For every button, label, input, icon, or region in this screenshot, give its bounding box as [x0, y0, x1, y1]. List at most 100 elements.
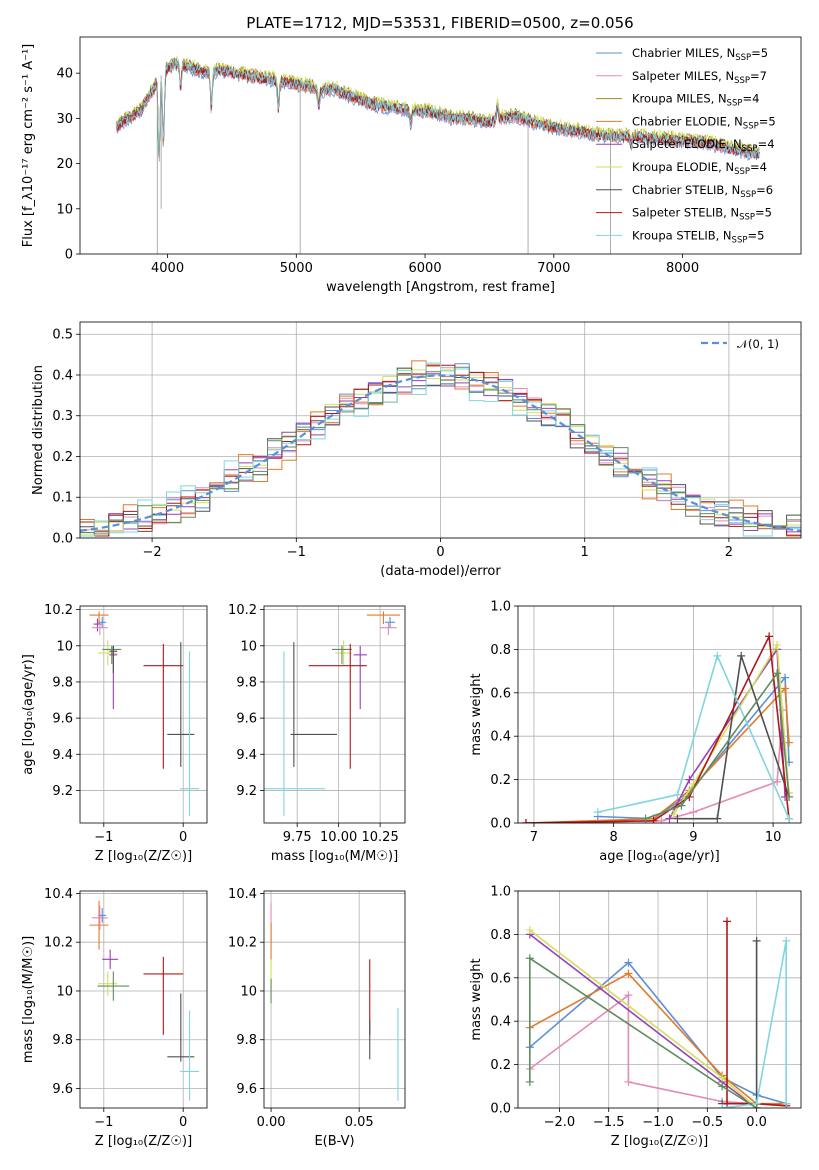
weight-line	[672, 642, 790, 815]
legend-entry: Chabrier ELODIE, NSSP=5	[632, 114, 776, 131]
y-tick-label: 9.6	[236, 1082, 257, 1097]
legend-subscript: SSP	[727, 99, 743, 109]
legend-text: Salpeter ELODIE, N	[632, 137, 742, 151]
panel-spectrum: 4000 5000 6000 7000 8000 0 10 20 30 40 wavelength …	[21, 36, 802, 295]
legend-text-end: =5	[755, 206, 772, 220]
legend-text: Salpeter MILES, N	[632, 69, 734, 83]
x-axis-label: age [log₁₀(age/yr)]	[599, 849, 720, 864]
plot-area-mass-weight-vs-age	[521, 632, 794, 823]
weight-marker	[665, 814, 674, 823]
x-tick-label: 4000	[151, 261, 184, 276]
panel-mass-weight-vs-Z: −2.0 −1.5 −1.0 −0.5 0.0 0.0 0.2 0.4 0.6 0.8 1.0 Z […	[469, 885, 802, 1149]
x-axis-label: mass [log₁₀(M/M☉)]	[271, 849, 398, 864]
legend-entry: Kroupa STELIB, NSSP=5	[632, 228, 764, 245]
axes-frame	[517, 890, 802, 1109]
x-axis-label: Z [log₁₀(Z/Z☉)]	[611, 1134, 708, 1149]
weight-line	[597, 653, 790, 820]
legend-text-end: =5	[751, 46, 768, 60]
legend-subscript: SSP	[739, 213, 755, 223]
y-tick-label: 0.4	[52, 368, 73, 383]
x-tick-label: 0.00	[257, 1115, 286, 1130]
x-tick-label: −1	[287, 545, 306, 560]
y-tick-label: 1.0	[490, 885, 511, 900]
x-tick-label: −1	[94, 830, 113, 845]
weight-line	[726, 921, 787, 1107]
weight-marker	[782, 1099, 791, 1108]
y-tick-label: 10	[56, 202, 73, 217]
legend-text: Chabrier STELIB, N	[632, 183, 740, 197]
panel-mass-vs-Z: −1 0 9.6 9.8 10 10.2 10.4 Z [log₁₀(Z/Z☉)] mass […	[21, 887, 208, 1149]
y-tick-label: 9.6	[52, 1082, 73, 1097]
weight-marker	[525, 1077, 534, 1086]
panel-age-vs-Z: −1 0 9.2 9.4 9.6 9.8 10 10.2 Z [log₁₀(Z/Z☉)] age …	[21, 603, 208, 864]
plot-area-mass-vs-Z	[89, 900, 200, 1101]
y-tick-label: 0.2	[490, 1058, 511, 1073]
weight-marker	[673, 790, 682, 799]
axes-frame	[517, 605, 802, 824]
x-tick-label: 10.25	[362, 830, 399, 845]
x-tick-label: 7000	[537, 261, 570, 276]
y-tick-label: 0.5	[52, 328, 73, 343]
axes-frame	[79, 890, 208, 1109]
weight-marker	[752, 1104, 761, 1108]
x-axis-label: (data-model)/error	[380, 564, 501, 579]
x-tick-label: 1	[581, 545, 589, 560]
y-tick-label: 9.4	[52, 748, 73, 763]
y-tick-label: 9.6	[52, 712, 73, 727]
legend-text-end: =4	[758, 137, 775, 151]
weight-marker	[657, 816, 666, 823]
y-tick-label: 10.2	[228, 936, 257, 951]
legend-subscript: SSP	[734, 76, 750, 86]
y-tick-label: 0.0	[490, 1102, 511, 1117]
y-tick-label: 1.0	[490, 600, 511, 615]
y-tick-label: 9.6	[236, 712, 257, 727]
weight-marker	[752, 936, 761, 945]
weight-marker	[785, 792, 794, 801]
weight-line	[645, 671, 790, 820]
y-tick-label: 30	[56, 112, 73, 127]
y-tick-label: 0.0	[490, 817, 511, 832]
x-tick-label: 0.0	[746, 1115, 767, 1130]
axes-frame	[79, 321, 802, 539]
x-tick-label: 6000	[409, 261, 442, 276]
x-tick-label: 5000	[280, 261, 313, 276]
x-tick-label: −0.5	[692, 1115, 724, 1130]
weight-marker	[723, 1099, 732, 1108]
legend-text-end: =4	[742, 92, 759, 106]
legend-text-end: =6	[756, 183, 773, 197]
y-tick-label: 0.8	[490, 643, 511, 658]
legend-text: Chabrier MILES, N	[632, 46, 735, 60]
y-tick-label: 0.4	[490, 1015, 511, 1030]
plot-area-spectrum	[115, 54, 760, 254]
legend-text: Chabrier ELODIE, N	[632, 114, 743, 128]
weight-marker	[677, 801, 686, 810]
weight-marker	[713, 814, 722, 823]
y-tick-label: 10	[56, 639, 73, 654]
x-tick-label: −1	[94, 1115, 113, 1130]
legend-text-end: =5	[747, 228, 764, 242]
weight-marker	[624, 958, 633, 967]
legend-text: Kroupa STELIB, N	[632, 228, 732, 242]
y-tick-label: 0.2	[52, 450, 73, 465]
plot-area-mass-weight-vs-Z	[525, 917, 791, 1108]
x-tick-label: 0.05	[345, 1115, 374, 1130]
weight-line	[529, 956, 758, 1108]
x-tick-label: 0	[436, 545, 444, 560]
weight-marker	[773, 641, 782, 650]
y-tick-label: 10.2	[44, 936, 73, 951]
weight-marker	[785, 738, 794, 747]
weight-marker	[718, 1082, 727, 1091]
x-tick-label: −2	[143, 545, 162, 560]
weight-marker	[782, 936, 791, 945]
y-tick-label: 0	[65, 248, 73, 263]
weight-marker	[765, 632, 774, 641]
weight-marker	[685, 775, 694, 784]
weight-marker	[773, 777, 782, 786]
x-tick-label: 0	[179, 1115, 187, 1130]
weight-marker	[785, 814, 794, 823]
panel-residuals: −2 −1 0 1 2 0.0 0.1 0.2 0.3 0.4 0.5 (data-model)/er…	[31, 321, 802, 579]
y-tick-label: 10	[240, 984, 257, 999]
y-tick-label: 10.2	[44, 603, 73, 618]
histogram-step	[80, 366, 801, 535]
x-tick-label: 8	[610, 830, 618, 845]
